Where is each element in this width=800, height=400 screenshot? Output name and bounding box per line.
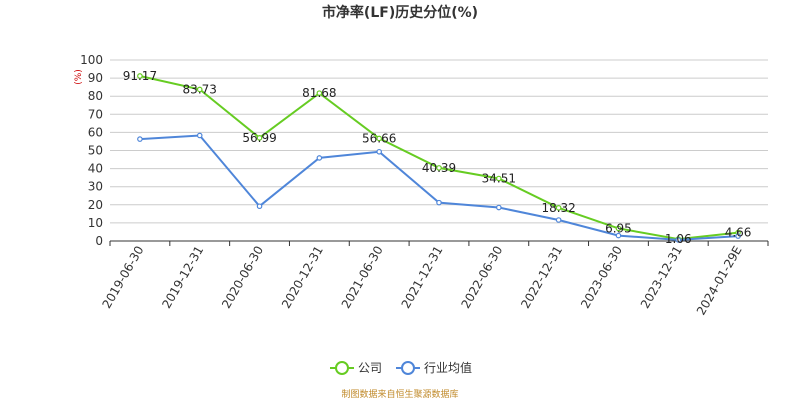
legend: 公司 行业均值 [330, 360, 472, 375]
y-tick-label: 50 [88, 144, 103, 158]
legend-company-marker [335, 361, 349, 375]
legend-company-label: 公司 [358, 361, 382, 375]
y-tick-label: 100 [80, 53, 103, 67]
x-tick-label: 2020-06-30 [219, 244, 266, 311]
x-tick-label: 2023-06-30 [578, 244, 625, 311]
legend-industry-marker [401, 361, 415, 375]
data-label: 4.66 [725, 226, 752, 240]
data-point-0 [436, 165, 442, 171]
data-label: 83.73 [183, 82, 217, 96]
data-point-0 [496, 175, 502, 182]
series-line-1 [139, 134, 739, 241]
x-tick-label: 2021-12-31 [399, 244, 446, 311]
data-label: 56.99 [242, 131, 276, 145]
data-point-1 [615, 232, 622, 239]
x-tick-label: 2019-12-31 [159, 244, 206, 311]
series-line-0 [139, 75, 739, 241]
data-label: 34.51 [482, 172, 516, 186]
data-label: 6.95 [605, 221, 632, 235]
data-point-1 [376, 148, 382, 155]
legend-item-company[interactable]: 公司 [330, 361, 382, 375]
data-point-0 [376, 135, 382, 142]
series-points [137, 73, 741, 243]
y-tick-label: 70 [88, 107, 103, 121]
series-lines [139, 75, 739, 241]
y-tick-label: 20 [88, 198, 103, 212]
data-label: 56.66 [362, 131, 396, 145]
data-label: 18.32 [541, 201, 575, 215]
legend-industry-label: 行业均值 [424, 360, 472, 375]
data-point-1 [256, 203, 263, 210]
data-point-1 [675, 237, 682, 243]
data-point-1 [555, 217, 562, 223]
grid [110, 59, 768, 224]
data-point-1 [137, 136, 143, 142]
x-tick-labels: 2019-06-30 2019-12-31 2020-06-30 2020-12-31… [100, 244, 745, 318]
x-tick-label: 2022-12-31 [518, 244, 565, 311]
x-axis [109, 240, 769, 246]
chart-title: 市净率(LF)历史分位(%) [322, 4, 478, 21]
y-tick-label: 0 [95, 234, 103, 248]
data-point-1 [196, 132, 203, 139]
data-point-0 [256, 135, 263, 141]
y-tick-label: 60 [88, 125, 103, 139]
legend-item-industry-average[interactable]: 行业均值 [396, 360, 472, 375]
data-point-0 [196, 86, 203, 93]
x-tick-label: 2019-06-30 [100, 244, 147, 311]
y-tick-label: 80 [88, 89, 103, 103]
data-labels: 91.17 83.73 56.99 81.68 56.66 40.39 34.51 18.32… [123, 69, 752, 246]
x-tick-label: 2024-01-29E [694, 244, 745, 318]
source-note: 制图数据来自恒生聚源数据库 [341, 388, 458, 400]
data-label: 40.39 [422, 161, 456, 175]
y-tick-label: 30 [88, 180, 103, 194]
data-point-0 [555, 205, 562, 211]
x-tick-label: 2022-06-30 [458, 244, 505, 311]
data-point-0 [137, 73, 143, 79]
y-tick-label: 90 [88, 71, 103, 85]
y-axis-unit: (%) [74, 69, 84, 85]
x-tick-label: 2021-06-30 [339, 244, 386, 311]
data-point-0 [615, 225, 622, 232]
data-label: 1.06 [665, 232, 692, 246]
data-label: 91.17 [123, 69, 157, 83]
data-point-1 [436, 199, 442, 206]
y-tick-labels: 0 10 20 30 40 50 60 70 80 90 100 [80, 53, 103, 248]
y-tick-label: 40 [88, 162, 103, 176]
data-point-1 [496, 204, 502, 211]
data-point-1 [316, 155, 323, 161]
x-tick-label: 2020-12-31 [279, 244, 326, 311]
data-point-0 [316, 90, 323, 96]
data-point-1 [735, 233, 741, 239]
data-label: 81.68 [302, 86, 336, 100]
y-tick-label: 10 [88, 216, 103, 230]
x-tick-label: 2023-12-31 [638, 244, 685, 311]
